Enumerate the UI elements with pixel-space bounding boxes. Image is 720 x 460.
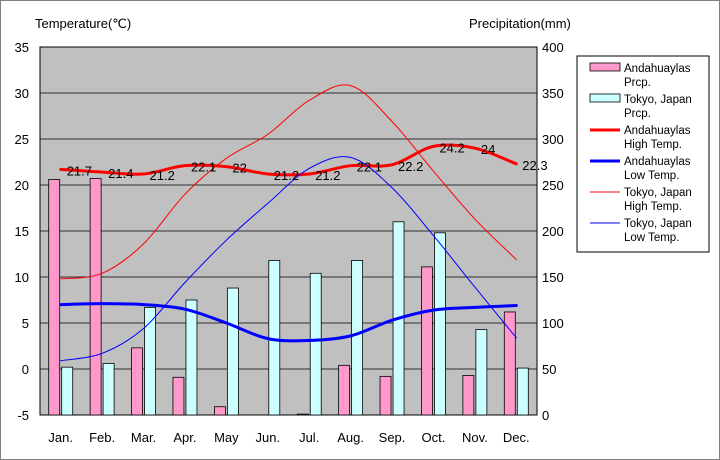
line-andahuaylas-high [59,143,518,177]
bar-andahuaylas-prcp [379,375,392,416]
legend-label: Andahuaylas High Temp. [624,125,691,151]
bar-andahuaylas-prcp [172,376,185,416]
data-label-andahuaylas-high: 21.2 [315,168,340,183]
x-tick-label: Sep. [379,430,406,445]
data-label-andahuaylas-high: 21.7 [67,163,92,178]
y-right-tick-label: 150 [542,270,564,285]
bar-andahuaylas-prcp [213,406,226,416]
y-left-tick-label: 15 [15,224,29,239]
x-tick-label: Mar. [131,430,156,445]
bar-andahuaylas-prcp [131,347,143,416]
y-left-tick-label: 10 [15,270,29,285]
x-tick-label: May [214,430,239,445]
y-right-tick-label: 250 [542,178,564,193]
data-label-andahuaylas-high: 22.1 [357,160,382,175]
bar-tokyo-prcp [185,299,198,416]
bar-tokyo-prcp [516,367,529,416]
bar-andahuaylas-prcp [462,375,475,416]
data-label-andahuaylas-high: 22.2 [398,159,423,174]
legend-label: Tokyo, Japan Low Temp. [624,218,692,244]
line-tokyo-low [60,156,517,362]
bar-andahuaylas-prcp [296,413,309,416]
data-label-andahuaylas-high: 24 [481,142,495,157]
y-left-tick-label: 5 [22,316,29,331]
data-label-andahuaylas-high: 21.2 [274,168,299,183]
bar-tokyo-prcp [144,306,156,416]
bar-tokyo-prcp [226,287,239,416]
y-right-tick-label: 200 [542,224,564,239]
bar-andahuaylas-prcp [503,311,516,416]
y-left-tick-label: 0 [22,362,29,377]
bar-tokyo-prcp [102,363,115,416]
y-right-tick-label: 350 [542,86,564,101]
y-left-tick-label: -5 [17,408,29,423]
data-label-andahuaylas-high: 21.4 [108,166,133,181]
y-left-tick-label: 20 [15,178,29,193]
legend-label: Andahuaylas Low Temp. [624,156,691,182]
x-tick-label: Jan. [48,430,73,445]
y-right-tick-label: 0 [542,408,549,423]
bar-andahuaylas-prcp [48,179,61,416]
x-tick-label: Oct. [422,430,446,445]
x-tick-label: Feb. [89,430,115,445]
bar-tokyo-prcp [351,260,364,416]
bar-andahuaylas-prcp [338,364,351,416]
y-right-tick-label: 300 [542,132,564,147]
data-label-andahuaylas-high: 22.3 [522,158,547,173]
data-label-andahuaylas-high: 22.1 [191,160,216,175]
legend-label: Tokyo, Japan Prcp. [624,94,692,120]
x-tick-label: Jul. [299,430,319,445]
x-tick-label: Nov. [462,430,488,445]
x-tick-label: Apr. [173,430,196,445]
y-left-tick-label: 35 [15,40,29,55]
legend-swatch-bar [589,93,621,103]
right-axis-title: Precipitation(mm) [469,16,571,31]
y-right-tick-label: 100 [542,316,564,331]
legend-swatch-bar [589,62,621,72]
bar-tokyo-prcp [434,232,446,416]
bar-andahuaylas-prcp [421,266,433,416]
legend [576,55,710,253]
bar-tokyo-prcp [475,329,488,416]
bar-tokyo-prcp [61,366,74,416]
bar-andahuaylas-prcp [89,178,102,416]
legend-label: Tokyo, Japan High Temp. [624,187,692,213]
y-right-tick-label: 50 [542,362,556,377]
x-tick-label: Dec. [503,430,530,445]
bar-tokyo-prcp [309,272,322,416]
left-axis-title: Temperature(℃) [35,16,131,31]
y-right-tick-label: 400 [542,40,564,55]
x-tick-label: Jun. [256,430,281,445]
y-left-tick-label: 25 [15,132,29,147]
data-label-andahuaylas-high: 21.2 [150,168,175,183]
legend-label: Andahuaylas Prcp. [624,63,691,89]
data-label-andahuaylas-high: 24.2 [439,140,464,155]
line-tokyo-high [60,84,517,280]
data-label-andahuaylas-high: 22 [232,161,246,176]
line-andahuaylas-low [59,302,518,343]
x-tick-label: Aug. [337,430,364,445]
y-left-tick-label: 30 [15,86,29,101]
